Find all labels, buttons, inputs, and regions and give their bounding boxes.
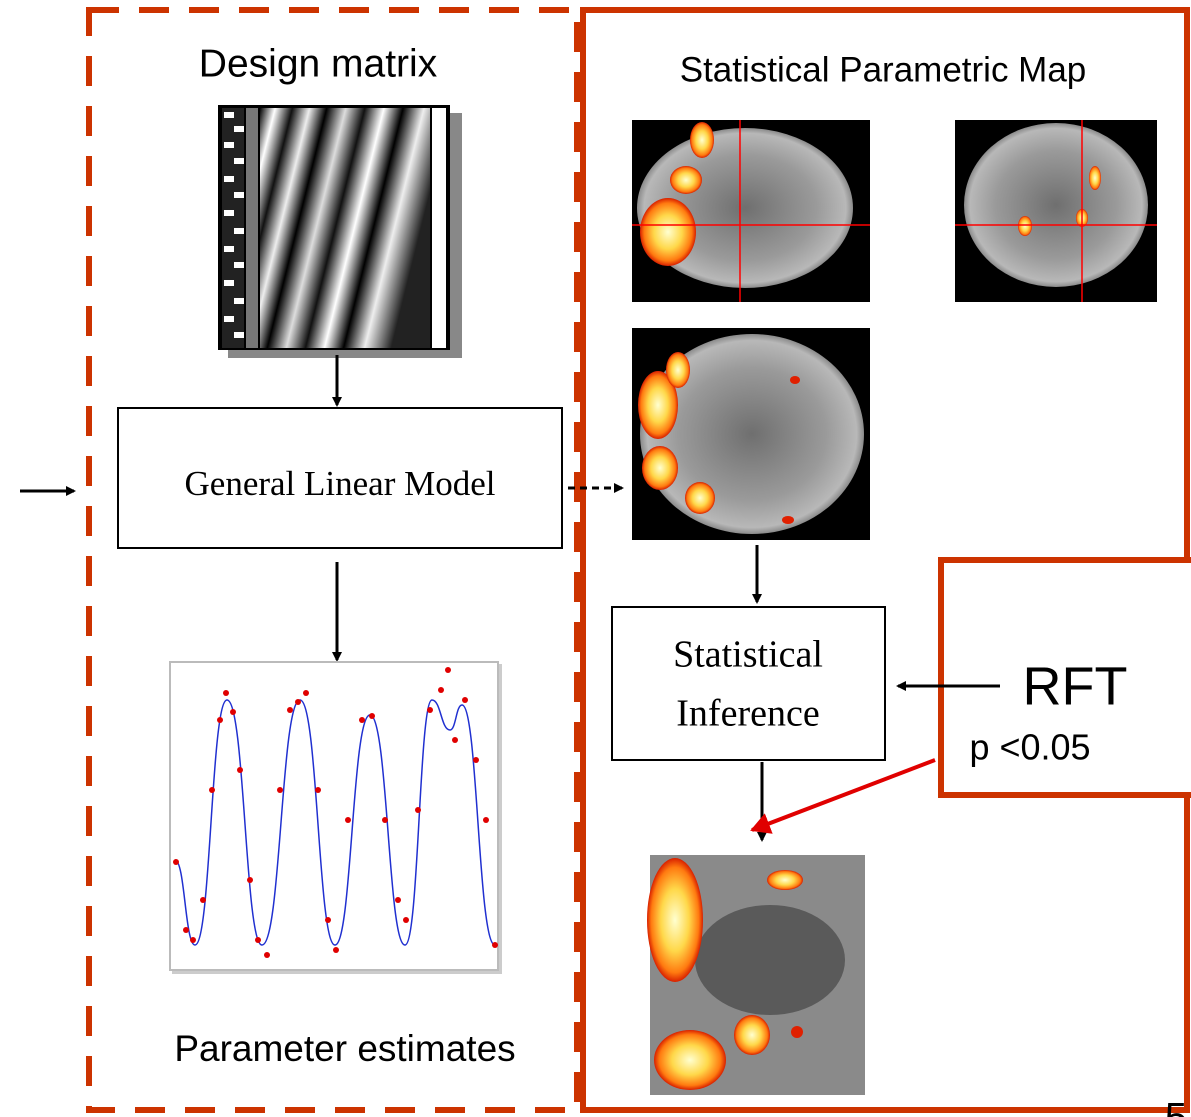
axial-image — [632, 328, 870, 540]
glm-label: General Linear Model — [185, 464, 496, 503]
rft-label: RFT — [1023, 656, 1128, 716]
p-label: p <0.05 — [969, 727, 1090, 768]
page-number: 5 — [1165, 1096, 1187, 1117]
coronal-image — [955, 120, 1157, 302]
design-matrix-image — [218, 105, 462, 358]
inference-label: Inference — [676, 693, 819, 735]
zoomed-image — [647, 855, 865, 1095]
spm-label: Statistical Parametric Map — [680, 50, 1087, 89]
parameter-plot — [170, 662, 502, 974]
parameter-label: Parameter estimates — [174, 1028, 515, 1069]
diagram: Design matrix Statistical Parametric Map… — [0, 0, 1191, 1117]
red-arrow — [752, 760, 935, 830]
sagittal-image — [632, 120, 870, 302]
page: Design matrix Statistical Parametric Map… — [0, 0, 1191, 1117]
design-matrix-label: Design matrix — [199, 42, 438, 85]
inference-label: Statistical — [673, 634, 823, 676]
inference-box — [612, 607, 885, 760]
